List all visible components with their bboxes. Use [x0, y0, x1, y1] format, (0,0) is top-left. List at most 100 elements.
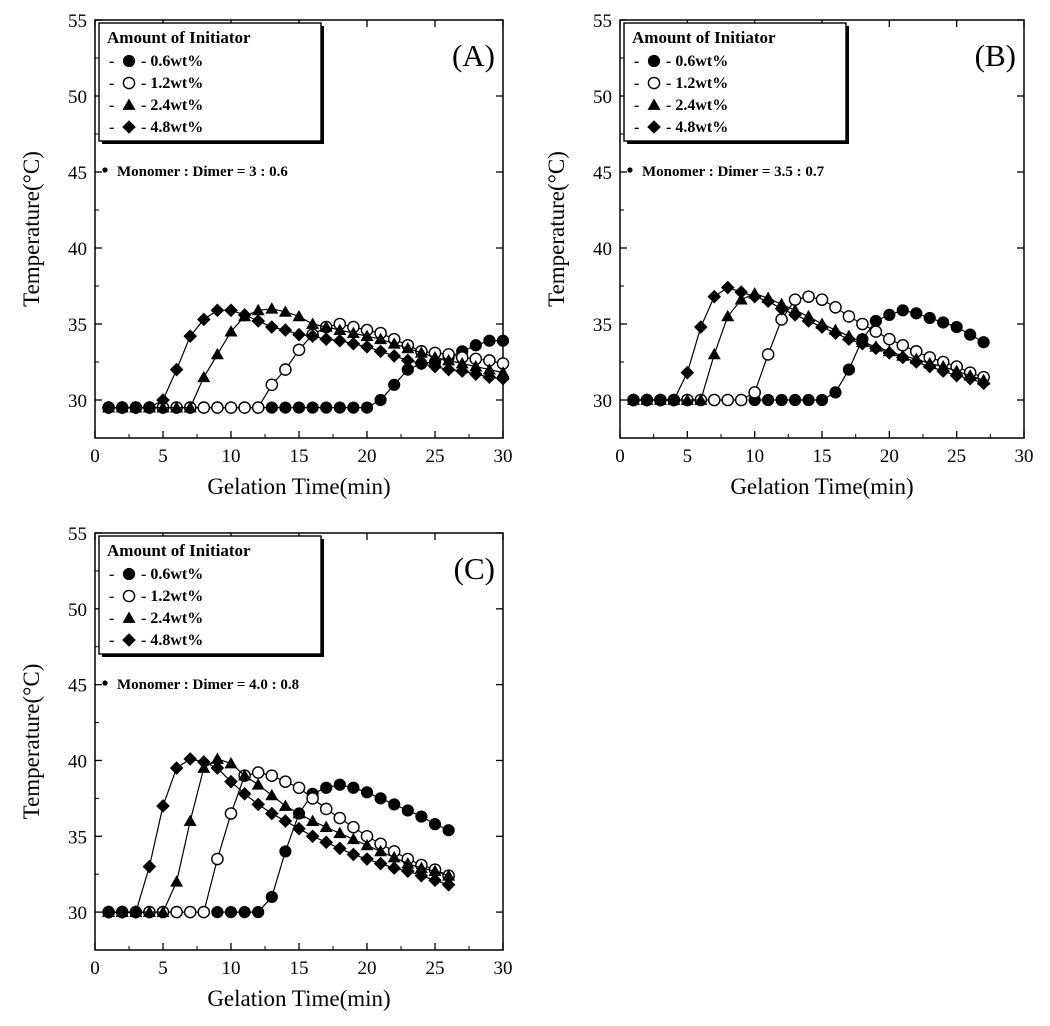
data-point: [238, 401, 251, 414]
series-line: [108, 758, 449, 913]
data-point: [428, 350, 442, 363]
y-tick-label: 30: [593, 391, 612, 412]
x-tick-label: 5: [158, 446, 168, 467]
data-point: [949, 368, 964, 383]
data-point: [183, 401, 197, 413]
data-point: [306, 401, 319, 414]
legend-entry-label: - 4.8wt%: [141, 119, 203, 136]
data-point: [414, 861, 428, 873]
data-point: [237, 787, 252, 801]
data-point: [265, 769, 279, 782]
series-24wt: [626, 287, 991, 405]
data-point: [251, 401, 265, 414]
data-point: [761, 348, 775, 361]
data-point: [224, 401, 238, 414]
data-point: [278, 323, 293, 337]
data-point: [333, 778, 346, 791]
y-tick-label: 50: [68, 87, 87, 108]
x-tick-label: 0: [90, 446, 100, 467]
data-point: [360, 401, 374, 414]
data-point: [101, 400, 116, 415]
data-point: [441, 877, 456, 892]
data-point: [320, 401, 333, 414]
data-point: [748, 386, 761, 399]
series-line: [108, 771, 449, 913]
data-point: [170, 401, 184, 413]
data-point: [224, 756, 238, 769]
data-point: [721, 393, 735, 407]
data-point: [197, 755, 211, 769]
data-point: [170, 875, 184, 887]
data-point: [183, 905, 197, 919]
legend-box: [98, 22, 322, 142]
data-point: [401, 804, 414, 817]
data-point: [320, 781, 333, 794]
data-point: [374, 393, 387, 407]
x-tick-label: 25: [426, 446, 445, 467]
x-tick-label: 20: [880, 446, 899, 467]
legend-marker: [647, 120, 661, 134]
data-point: [211, 905, 224, 919]
data-point: [278, 814, 293, 828]
data-point: [251, 797, 265, 812]
legend-entry-label: - 1.2wt%: [141, 588, 203, 605]
data-point: [142, 859, 157, 874]
legend-entry-label: - 2.4wt%: [666, 97, 728, 114]
data-point: [653, 393, 668, 407]
legend-dash: -: [634, 75, 639, 92]
data-point: [694, 393, 708, 405]
data-point: [469, 339, 482, 352]
data-point: [197, 401, 211, 414]
legend-marker: [122, 98, 136, 110]
y-tick-label: 45: [68, 163, 87, 184]
data-point: [224, 303, 238, 318]
legend-dash: -: [109, 588, 114, 605]
data-point: [882, 346, 897, 360]
data-point: [842, 332, 856, 346]
data-point: [360, 852, 374, 866]
data-point: [252, 905, 265, 919]
data-point: [346, 336, 361, 351]
legend-dash: -: [634, 53, 639, 70]
data-point: [387, 349, 401, 363]
data-point: [482, 363, 496, 375]
data-point: [197, 312, 211, 327]
data-point: [936, 364, 950, 378]
data-point: [169, 761, 184, 775]
annotation-bullet: [102, 167, 108, 173]
data-point: [775, 393, 788, 407]
data-point: [469, 360, 483, 372]
series-line: [633, 292, 984, 401]
data-point: [360, 329, 374, 342]
data-point: [415, 810, 428, 823]
data-point: [761, 294, 775, 308]
data-point: [667, 393, 681, 407]
data-point: [142, 905, 156, 917]
series-line: [108, 758, 449, 913]
data-point: [910, 307, 923, 320]
y-tick-label: 55: [68, 11, 87, 32]
data-point: [183, 752, 197, 766]
legend-title: Amount of Initiator: [107, 28, 251, 47]
data-point: [305, 829, 320, 844]
data-point: [428, 359, 442, 374]
x-tick-label: 15: [290, 446, 309, 467]
data-point: [788, 308, 802, 322]
legend-marker: [122, 76, 136, 90]
data-point: [306, 792, 319, 805]
data-point: [265, 320, 279, 334]
data-point: [292, 781, 306, 795]
data-point: [169, 362, 184, 377]
data-point: [774, 302, 789, 316]
data-point: [401, 341, 415, 354]
series-line: [633, 286, 984, 401]
data-point: [346, 832, 360, 845]
y-tick-label: 40: [68, 239, 87, 260]
data-point: [694, 320, 708, 334]
legend-dash: -: [109, 610, 114, 627]
legend-title: Amount of Initiator: [107, 541, 251, 560]
data-point: [333, 826, 347, 839]
data-point: [950, 320, 963, 334]
data-point: [197, 370, 211, 383]
